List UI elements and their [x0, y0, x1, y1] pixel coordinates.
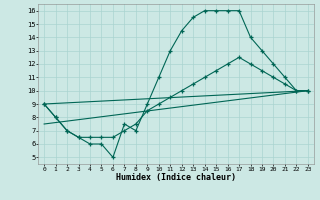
X-axis label: Humidex (Indice chaleur): Humidex (Indice chaleur) — [116, 173, 236, 182]
